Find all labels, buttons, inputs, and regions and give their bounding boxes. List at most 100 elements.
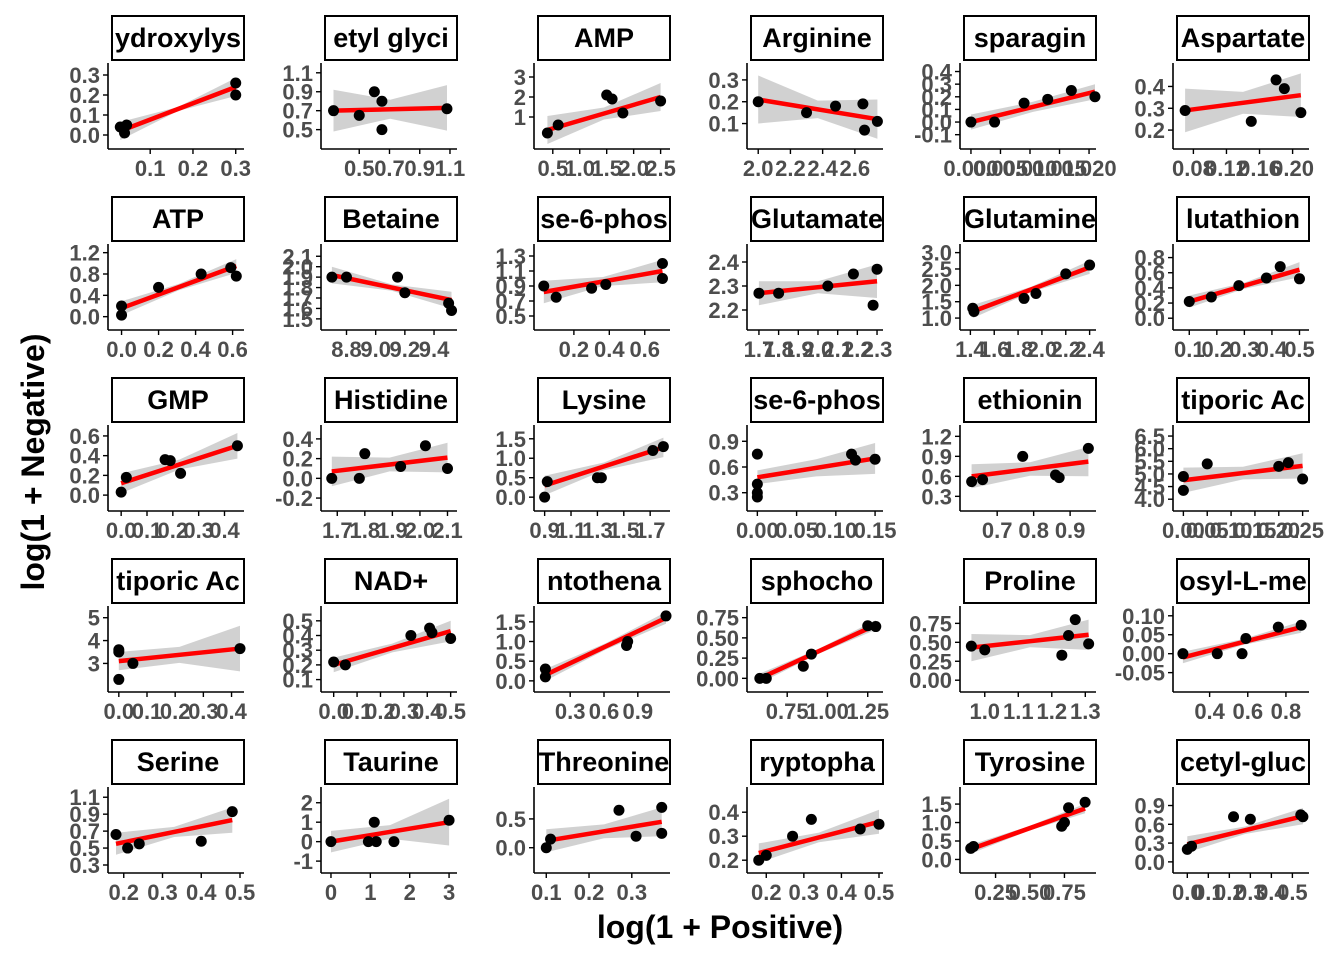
- data-point: [751, 491, 763, 503]
- x-tick-label: 0.2: [160, 699, 191, 724]
- y-tick-label: 0.7: [495, 289, 526, 314]
- y-tick-label: 0.6: [921, 464, 952, 489]
- facet-strip: [111, 377, 245, 423]
- data-point: [617, 107, 629, 119]
- facet-strip: [750, 377, 884, 423]
- data-point: [1205, 291, 1217, 303]
- data-point: [419, 440, 431, 452]
- x-tick-label: 2.4: [807, 156, 838, 181]
- x-tick-label: 0.9: [1055, 518, 1086, 543]
- data-point: [656, 273, 668, 284]
- data-point: [1244, 813, 1256, 825]
- regression-line: [757, 97, 878, 122]
- data-point: [656, 258, 668, 269]
- data-point: [600, 279, 612, 290]
- facet-strip: [1176, 196, 1310, 242]
- data-point: [1089, 91, 1101, 103]
- y-tick-label: 2: [301, 791, 313, 816]
- x-tick-label: 0.9: [529, 518, 560, 543]
- x-tick-label: 0.5: [344, 156, 375, 181]
- data-point: [1177, 470, 1189, 482]
- facet-strip-label: NAD+: [354, 566, 428, 596]
- facet-strip: [324, 15, 458, 61]
- data-point: [1018, 292, 1030, 304]
- x-tick-label: 0.8: [1018, 518, 1049, 543]
- y-tick-label: -0.05: [1115, 661, 1165, 686]
- x-tick-label: 0.20: [1257, 518, 1300, 543]
- y-tick-label: 0.3: [921, 72, 952, 97]
- x-tick-label: 0.3: [389, 699, 420, 724]
- facet-strip: [963, 739, 1097, 785]
- facet-panel-18: tiporic Ac 4.04.55.05.56.06.5 0.000.050.10…: [1134, 377, 1324, 543]
- y-tick-label: -0.2: [275, 486, 313, 511]
- facet-strip-label: Threonine: [539, 747, 670, 777]
- data-point: [586, 282, 598, 294]
- data-point: [540, 842, 552, 854]
- x-tick-label: 1.6: [979, 337, 1010, 362]
- data-point: [1063, 629, 1075, 641]
- facet-strip: [1176, 15, 1310, 61]
- data-point: [977, 474, 989, 486]
- y-tick-label: 0.3: [708, 68, 739, 93]
- data-point: [830, 100, 842, 112]
- y-tick-label: 0.6: [708, 455, 739, 480]
- data-point: [353, 109, 365, 121]
- facet-panel-11: Glutamine1.01.52.02.53.01.41.61.82.02.22…: [921, 196, 1106, 362]
- data-point: [787, 830, 799, 842]
- x-tick-label: 0.4: [412, 699, 443, 724]
- y-axis-title: log(1 + Negative): [15, 334, 51, 591]
- y-tick-label: 0.1: [282, 668, 313, 693]
- facet-strip: [963, 196, 1097, 242]
- x-tick-label: 1: [364, 880, 376, 905]
- y-tick-label: 0.0: [69, 483, 100, 508]
- y-tick-label: 0.5: [282, 118, 313, 143]
- data-point: [773, 287, 785, 299]
- x-tick-label: 2.0: [743, 156, 774, 181]
- y-tick-label: 0.4: [69, 283, 100, 308]
- data-point: [328, 656, 340, 668]
- facet-strip-label: Lysine: [562, 385, 647, 415]
- y-tick-label: 0.0: [69, 123, 100, 148]
- x-tick-label: 0.10: [814, 518, 857, 543]
- data-point: [545, 833, 557, 845]
- facet-strip: [750, 739, 884, 785]
- y-tick-label: 2.2: [708, 298, 739, 323]
- data-point: [660, 610, 672, 622]
- data-point: [613, 804, 625, 816]
- facet-strip-label: tiporic Ac: [116, 566, 240, 596]
- y-tick-label: 0.2: [282, 447, 313, 472]
- y-tick-label: 0.3: [708, 824, 739, 849]
- y-tick-label: 0.9: [69, 802, 100, 827]
- x-tick-label: 0.7: [374, 156, 405, 181]
- x-tick-label: 0.0: [104, 699, 135, 724]
- facet-strip: [324, 739, 458, 785]
- y-tick-label: 0.25: [696, 646, 739, 671]
- data-point: [752, 96, 764, 108]
- x-tick-label: 0.4: [209, 518, 240, 543]
- y-tick-label: 0.75: [696, 606, 739, 631]
- y-tick-label: 1.6: [282, 296, 313, 321]
- data-point: [164, 455, 176, 467]
- x-tick-label: 2.0: [405, 518, 436, 543]
- x-tick-label: 0.75: [766, 699, 809, 724]
- y-tick-label: 0.3: [69, 853, 100, 878]
- x-tick-label: 0: [325, 880, 337, 905]
- y-tick-label: 0.0: [921, 847, 952, 872]
- x-tick-label: 1.4: [955, 337, 986, 362]
- facet-strip-label: ryptopha: [759, 747, 875, 777]
- x-tick-label: 0.1: [132, 699, 163, 724]
- regression-line: [119, 84, 237, 134]
- regression-line: [331, 455, 448, 474]
- y-tick-label: 0.5: [921, 829, 952, 854]
- facet-strip-label: ATP: [152, 204, 204, 234]
- y-tick-label: 0.9: [495, 274, 526, 299]
- x-tick-label: 0.20: [1271, 156, 1314, 181]
- x-tick-label: 0.05: [775, 518, 818, 543]
- data-point: [1274, 261, 1286, 273]
- y-tick-label: 0.25: [909, 649, 952, 674]
- facet-strip: [537, 739, 671, 785]
